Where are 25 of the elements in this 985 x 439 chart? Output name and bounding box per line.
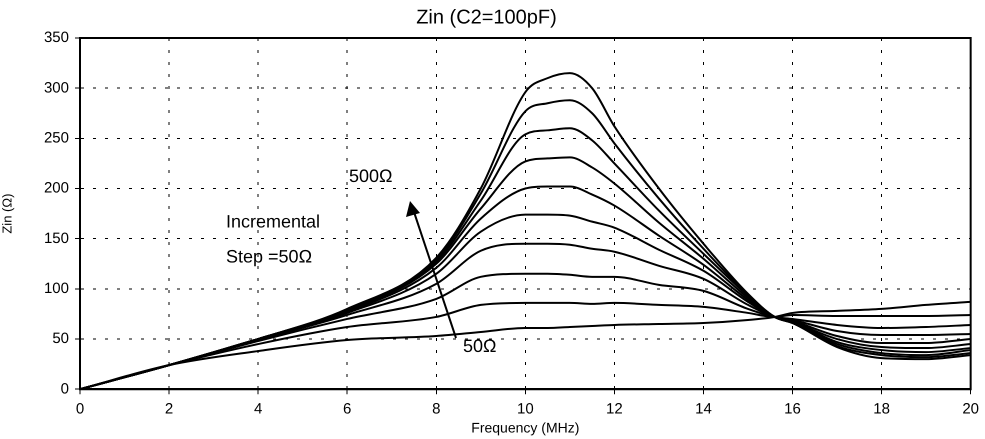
x-tick-label: 8 [432, 400, 440, 418]
x-tick-label: 4 [254, 400, 262, 418]
x-tick-label: 6 [343, 400, 352, 418]
annotation: Incremental Step =50Ω [226, 211, 320, 266]
y-tick-label: 350 [44, 29, 69, 46]
y-tick-label: 0 [60, 380, 69, 398]
x-tick-label: 18 [873, 400, 890, 418]
x-tick-label: 20 [962, 400, 979, 418]
y-tick-label: 300 [44, 79, 69, 96]
y-tick-label: 100 [44, 280, 69, 297]
x-tick-label: 14 [695, 400, 712, 418]
chart-title: Zin (C2=100pF) [416, 6, 557, 29]
y-axis-title: Zin (Ω) [0, 194, 14, 234]
x-tick-label: 10 [516, 400, 534, 418]
x-tick-label: 0 [76, 400, 84, 418]
y-tick-label: 250 [44, 129, 69, 146]
y-tick-label: 200 [44, 180, 69, 197]
annotation: 500Ω [349, 166, 392, 186]
x-tick-label: 2 [164, 400, 174, 418]
y-tick-label: 150 [44, 230, 69, 247]
y-tick-label: 50 [52, 330, 69, 348]
annotation: 50Ω [463, 336, 496, 356]
x-axis-title: Frequency (MHz) [471, 419, 580, 436]
x-tick-label: 16 [784, 400, 801, 418]
x-tick-label: 12 [606, 400, 623, 418]
